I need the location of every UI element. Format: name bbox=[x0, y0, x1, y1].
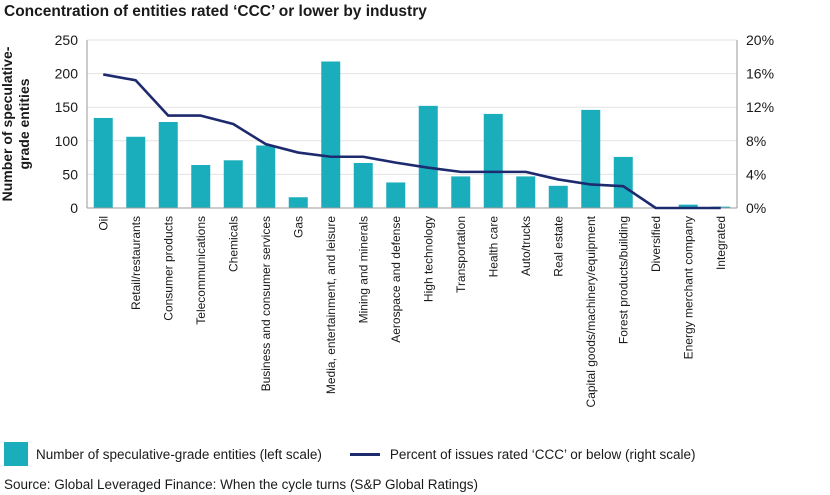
bar bbox=[483, 113, 503, 208]
chart-source: Source: Global Leveraged Finance: When t… bbox=[4, 477, 478, 492]
series-line bbox=[103, 73, 721, 210]
x-tick-label: High technology bbox=[421, 216, 435, 302]
bar bbox=[451, 176, 471, 208]
x-tick-label: Energy merchant company bbox=[681, 216, 695, 359]
x-tick-label: Business and consumer services bbox=[259, 216, 273, 391]
legend-line-label: Percent of issues rated ‘CCC’ or below (… bbox=[389, 446, 696, 462]
bar bbox=[93, 117, 113, 208]
x-tick-label: Telecommunications bbox=[194, 216, 208, 325]
bar bbox=[321, 61, 341, 209]
y-tick-label-right: 0% bbox=[746, 200, 766, 216]
chart-title: Concentration of entities rated ‘CCC’ or… bbox=[4, 3, 427, 20]
x-tick-label: Oil bbox=[96, 216, 110, 231]
y-tick-label-left: 100 bbox=[55, 133, 79, 149]
bar bbox=[191, 164, 211, 208]
legend-item-line: Percent of issues rated ‘CCC’ or below (… bbox=[322, 447, 696, 462]
x-tick-label: Consumer products bbox=[161, 216, 175, 321]
y-tick-label-right: 8% bbox=[746, 133, 766, 149]
x-tick-label: Chemicals bbox=[226, 216, 240, 272]
chart-plot: 0 50 100 150 200 250 0% 4% 8% 12% 16% 20% Number of … bbox=[0, 32, 774, 407]
legend-item-bars: Number of speculative-grade entities (le… bbox=[4, 442, 322, 466]
x-tick-label: Transportation bbox=[454, 216, 468, 293]
y-tick-label-right: 4% bbox=[746, 166, 766, 182]
bar bbox=[223, 160, 243, 208]
y-tick-label-left: 150 bbox=[55, 99, 79, 115]
bar bbox=[548, 185, 568, 208]
bar bbox=[256, 145, 276, 208]
y-tick-label-left: 200 bbox=[55, 66, 79, 82]
x-tick-label: Forest products/building bbox=[616, 216, 630, 344]
x-tick-label: Health care bbox=[486, 216, 500, 278]
y-tick-label-left: 50 bbox=[62, 166, 78, 182]
x-tick-label: Media, entertainment, and leisure bbox=[324, 216, 338, 394]
x-tick-label: Capital goods/machinery/equipment bbox=[584, 215, 598, 407]
bar bbox=[516, 176, 536, 208]
y-tick-label-left: 250 bbox=[55, 32, 79, 48]
y-axis-label: Number of speculative-grade entities bbox=[0, 46, 32, 201]
x-tick-label: Mining and minerals bbox=[356, 216, 370, 323]
bar bbox=[386, 182, 406, 208]
x-tick-label: Integrated bbox=[714, 216, 728, 270]
bar bbox=[126, 136, 146, 208]
chart-legend: Number of speculative-grade entities (le… bbox=[4, 441, 696, 467]
x-tick-label: Aerospace and defense bbox=[389, 216, 403, 343]
x-tick-label: Real estate bbox=[551, 216, 565, 277]
y-tick-label-right: 12% bbox=[746, 99, 774, 115]
bar bbox=[288, 197, 308, 208]
bar bbox=[581, 109, 601, 208]
bar bbox=[353, 162, 373, 208]
y-tick-label-left: 0 bbox=[70, 200, 78, 216]
y-tick-label-right: 16% bbox=[746, 66, 774, 82]
x-tick-label: Gas bbox=[291, 216, 305, 238]
x-tick-label: Diversified bbox=[649, 216, 663, 272]
x-tick-label: Auto/trucks bbox=[519, 216, 533, 276]
bar bbox=[678, 204, 698, 208]
x-tick-label: Retail/restaurants bbox=[129, 216, 143, 310]
legend-line-swatch bbox=[349, 452, 380, 456]
bar bbox=[158, 121, 178, 208]
bar bbox=[613, 156, 633, 208]
bar bbox=[418, 105, 438, 208]
legend-bar-swatch bbox=[4, 442, 28, 466]
y-tick-label-right: 20% bbox=[746, 32, 774, 48]
legend-bar-label: Number of speculative-grade entities (le… bbox=[36, 446, 322, 462]
